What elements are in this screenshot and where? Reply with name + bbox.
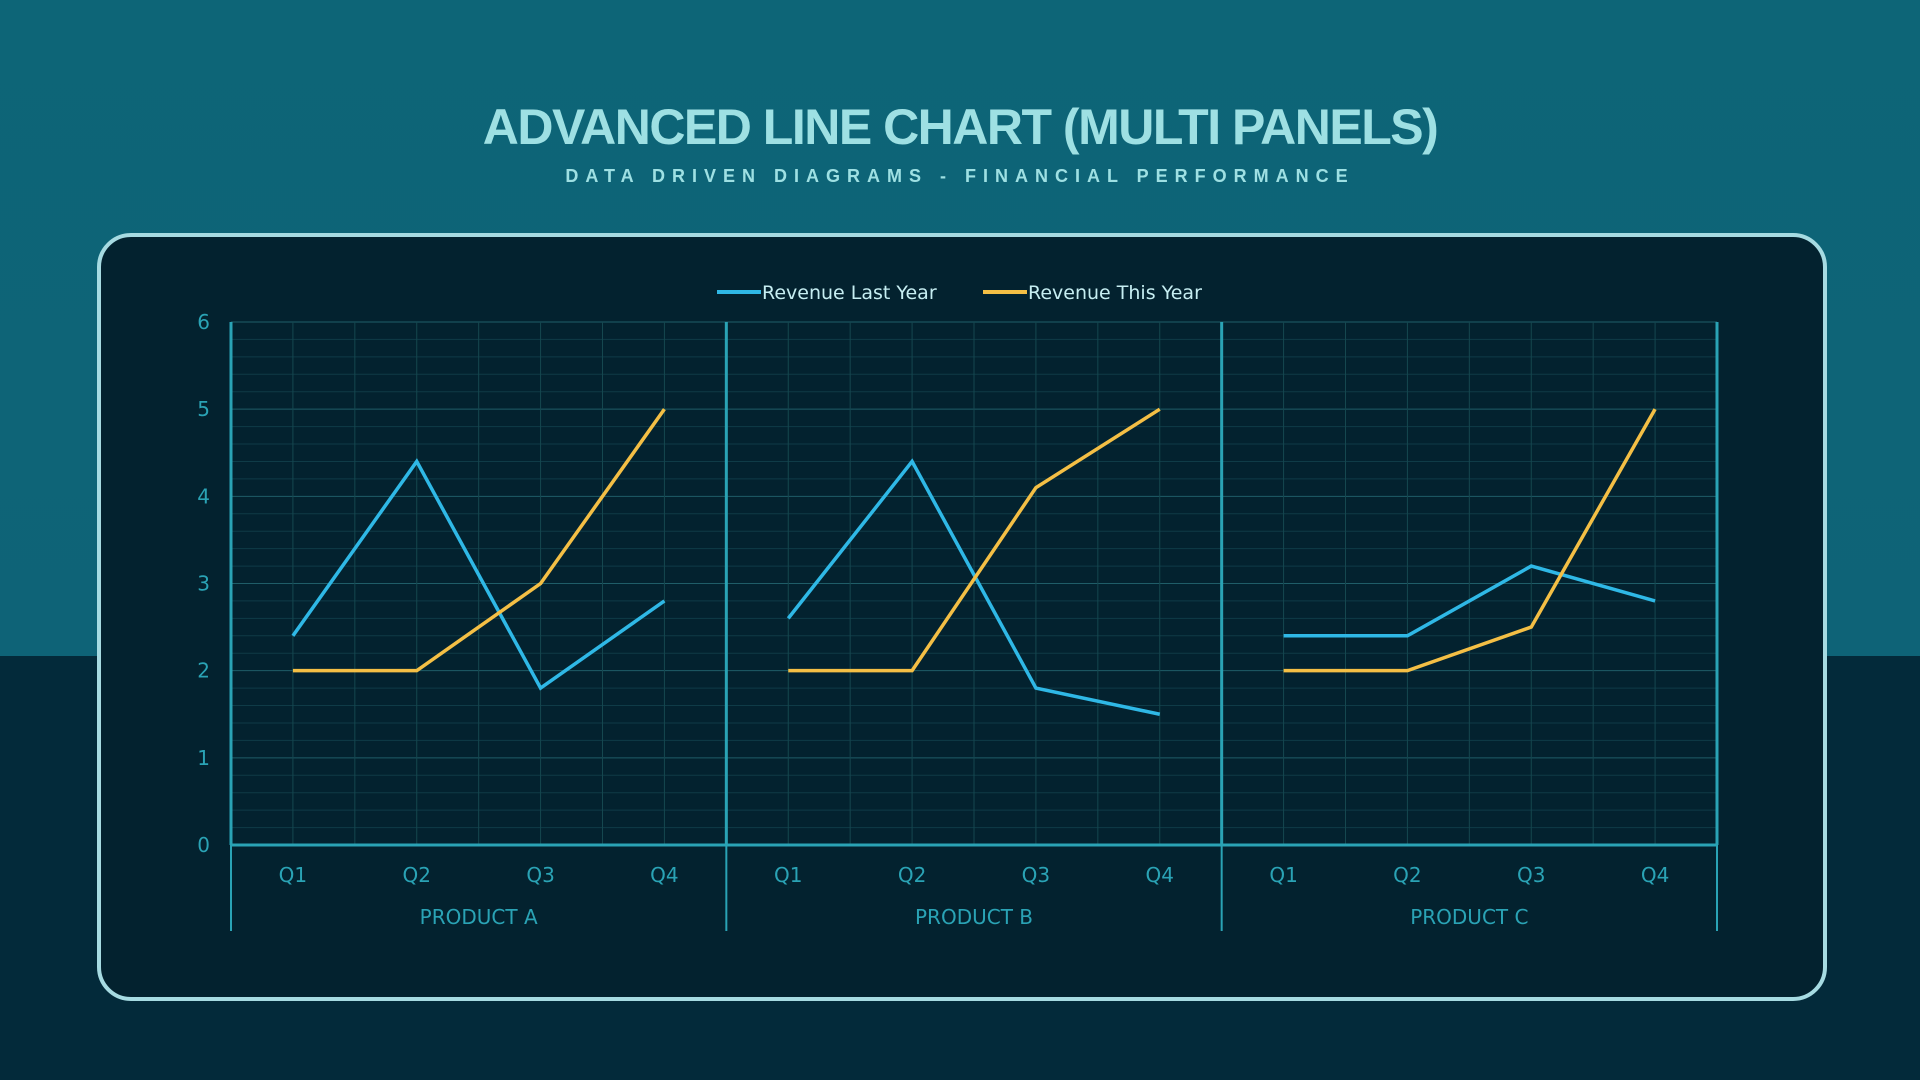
panel-label: PRODUCT B — [915, 905, 1033, 929]
x-tick-label: Q3 — [526, 863, 554, 887]
x-tick-label: Q2 — [898, 863, 926, 887]
y-tick-label: 5 — [197, 397, 210, 421]
y-tick-label: 4 — [197, 484, 210, 508]
y-tick-label: 0 — [197, 833, 210, 857]
page-subtitle: DATA DRIVEN DIAGRAMS - FINANCIAL PERFORM… — [565, 166, 1355, 186]
panel-label: PRODUCT A — [420, 905, 538, 929]
page-title: ADVANCED LINE CHART (MULTI PANELS) — [482, 99, 1439, 155]
series-line-revenue-last-year — [291, 458, 666, 691]
x-tick-label: Q2 — [403, 863, 431, 887]
y-tick-label: 6 — [197, 310, 210, 334]
series-line-revenue-this-year — [292, 408, 666, 673]
series-line-revenue-this-year — [788, 407, 1161, 673]
y-tick-label: 2 — [197, 659, 210, 683]
x-tick-label: Q3 — [1517, 863, 1545, 887]
x-tick-label: Q4 — [650, 863, 678, 887]
series-line-revenue-this-year — [1283, 408, 1657, 673]
y-tick-label: 1 — [197, 746, 210, 770]
legend-label: Revenue Last Year — [762, 282, 937, 304]
x-tick-label: Q4 — [1641, 863, 1669, 887]
legend-label: Revenue This Year — [1028, 282, 1202, 304]
x-tick-label: Q1 — [279, 863, 307, 887]
x-tick-label: Q1 — [1269, 863, 1297, 887]
panel-label: PRODUCT C — [1410, 905, 1528, 929]
y-tick-label: 3 — [197, 572, 210, 596]
x-tick-label: Q1 — [774, 863, 802, 887]
series-line-revenue-last-year — [786, 458, 1161, 716]
series-line-revenue-last-year — [1283, 564, 1656, 638]
x-tick-label: Q2 — [1393, 863, 1421, 887]
x-tick-label: Q4 — [1146, 863, 1174, 887]
x-tick-label: Q3 — [1022, 863, 1050, 887]
